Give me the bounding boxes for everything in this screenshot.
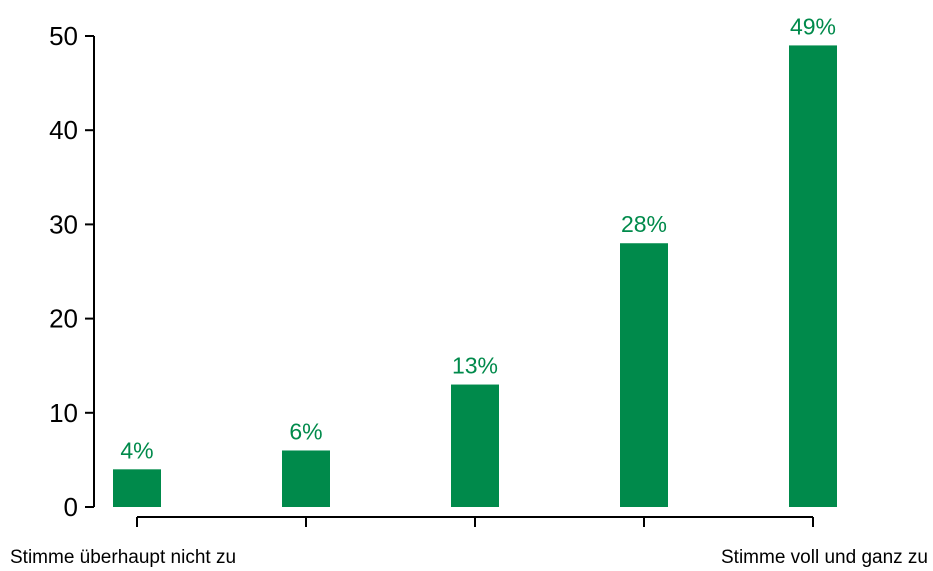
y-axis-tick-label: 0 <box>64 492 78 522</box>
bar <box>620 243 668 508</box>
bars <box>113 45 837 508</box>
bar-value-label: 13% <box>452 353 498 379</box>
bar-value-label: 49% <box>790 13 836 39</box>
data-labels: 4% 6% 13% 28% 49% <box>120 13 836 463</box>
y-axis-tick-label: 50 <box>49 21 78 51</box>
x-axis <box>136 516 814 527</box>
x-axis-right-anchor-label: Stimme voll und ganz zu <box>721 547 928 568</box>
bar <box>789 45 837 508</box>
bar-value-label: 6% <box>289 418 322 444</box>
y-axis: 0 10 20 30 40 50 <box>49 21 95 522</box>
bar <box>113 469 161 507</box>
bar-value-label: 28% <box>621 211 667 237</box>
y-axis-tick-label: 30 <box>49 209 78 239</box>
y-axis-tick-label: 20 <box>49 304 78 334</box>
x-axis-left-anchor-label: Stimme überhaupt nicht zu <box>10 547 236 568</box>
y-axis-tick-label: 10 <box>49 398 78 428</box>
bar <box>282 450 330 507</box>
y-axis-tick-label: 40 <box>49 115 78 145</box>
bar <box>451 384 499 507</box>
bar-value-label: 4% <box>120 437 153 463</box>
